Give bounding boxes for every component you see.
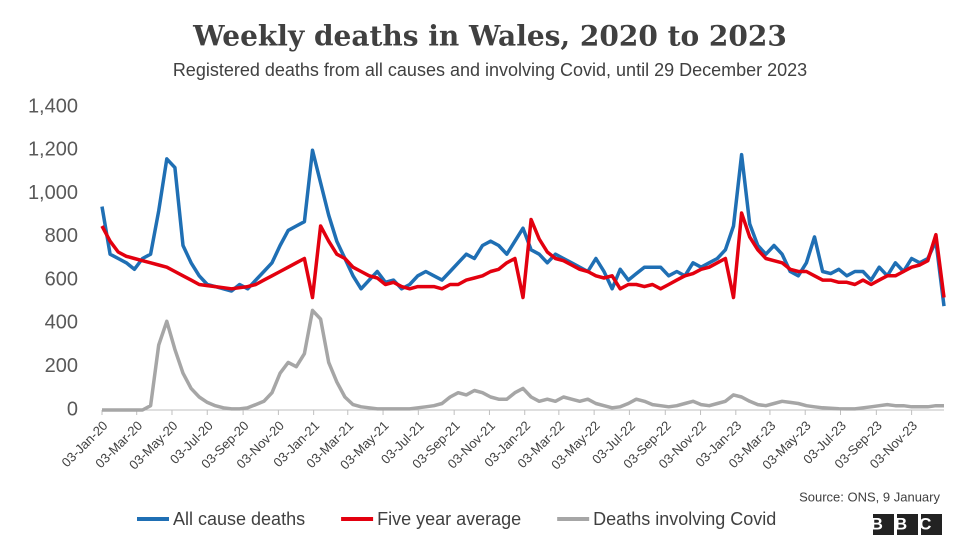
series-line	[102, 308, 944, 412]
y-tick-label: 800	[45, 225, 78, 247]
logo-text: BBC	[871, 514, 944, 533]
series-line	[100, 211, 946, 300]
logo-box	[873, 514, 894, 535]
legend-label: All cause deaths	[173, 509, 305, 529]
chart-title: Weekly deaths in Wales, 2020 to 2023	[192, 20, 787, 53]
logo-box	[897, 514, 918, 535]
y-tick-label: 1,400	[28, 95, 78, 117]
logo: BBC	[871, 514, 944, 535]
y-tick-label: 400	[45, 312, 78, 334]
y-tick-label: 0	[67, 398, 78, 420]
legend-label: Five year average	[377, 509, 521, 529]
y-tick-label: 1,200	[28, 139, 78, 161]
source: Source: ONS, 9 January	[799, 489, 940, 504]
y-tick-label: 1,000	[28, 182, 78, 204]
y-tick-label: 200	[45, 355, 78, 377]
y-tick-label: 600	[45, 268, 78, 290]
chart-subtitle: Registered deaths from all causes and in…	[173, 60, 807, 80]
legend-label: Deaths involving Covid	[593, 509, 776, 529]
logo-box	[921, 514, 942, 535]
